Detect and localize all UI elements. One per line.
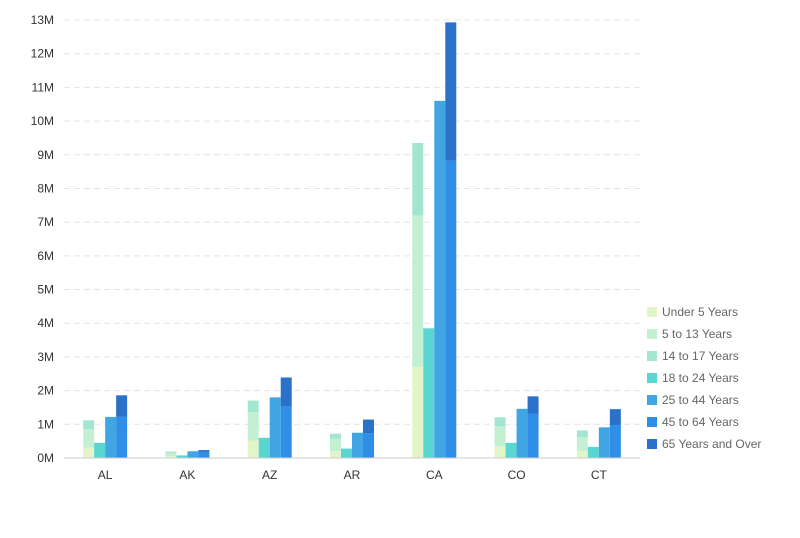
bar-ca-45-to-64-years[interactable] (445, 160, 457, 458)
bar-ct-25-to-44-years[interactable] (598, 427, 610, 458)
y-tick-label: 2M (37, 384, 54, 398)
legend-label: 65 Years and Over (662, 437, 761, 451)
bar-al-45-to-64-years[interactable] (116, 416, 128, 458)
legend-item[interactable]: Under 5 Years (647, 305, 738, 319)
bar-co-18-to-24-years[interactable] (505, 442, 517, 458)
bar-ct-14-to-17-years[interactable] (576, 430, 588, 438)
y-tick-label: 13M (31, 13, 54, 27)
bar-ar-25-to-44-years[interactable] (352, 432, 363, 458)
bar-ar-under-5-years[interactable] (330, 451, 341, 458)
bar-al-5-to-13-years[interactable] (83, 429, 95, 448)
bar-ca-5-to-13-years[interactable] (412, 215, 424, 368)
x-tick-label: AK (179, 468, 195, 482)
bar-az-5-to-13-years[interactable] (247, 412, 259, 441)
y-tick-label: 1M (37, 417, 54, 431)
bar-co-25-to-44-years[interactable] (516, 408, 528, 458)
legend-swatch (647, 329, 657, 339)
legend-label: 45 to 64 Years (662, 415, 739, 429)
legend-item[interactable]: 45 to 64 Years (647, 415, 739, 429)
bar-al-14-to-17-years[interactable] (83, 420, 95, 430)
bar-ct-45-to-64-years[interactable] (609, 424, 621, 458)
bar-ct-65-years-and-over[interactable] (609, 409, 621, 425)
bar-ct-5-to-13-years[interactable] (576, 437, 588, 451)
legend-swatch (647, 307, 657, 317)
legend-item[interactable]: 65 Years and Over (647, 437, 761, 451)
bar-ar-14-to-17-years[interactable] (330, 433, 341, 439)
bar-ct-under-5-years[interactable] (576, 450, 588, 458)
y-axis-ticks: 0M 1M 2M 3M 4M 5M 6M 7M 8M 9M 10M 11M 12M 13M (31, 13, 54, 465)
y-tick-label: 7M (37, 215, 54, 229)
x-tick-label: AR (344, 468, 361, 482)
y-tick-label: 6M (37, 249, 54, 263)
y-tick-label: 11M (32, 80, 54, 94)
y-tick-label: 12M (31, 47, 54, 61)
bar-ak-under-5-years[interactable] (165, 456, 177, 458)
bar-al-18-to-24-years[interactable] (94, 442, 106, 458)
bar-co-under-5-years[interactable] (494, 446, 506, 458)
bar-co-5-to-13-years[interactable] (494, 426, 506, 447)
legend-label: Under 5 Years (662, 305, 738, 319)
bar-ca-65-years-and-over[interactable] (445, 22, 457, 161)
bar-ar-18-to-24-years[interactable] (341, 448, 352, 458)
legend[interactable]: Under 5 Years 5 to 13 Years 14 to 17 Years… (647, 305, 761, 451)
bar-ak-18-to-24-years[interactable] (176, 455, 188, 458)
y-tick-label: 0M (37, 451, 54, 465)
y-tick-label: 4M (37, 316, 54, 330)
bar-ca-14-to-17-years[interactable] (412, 142, 424, 216)
bar-az-45-to-64-years[interactable] (280, 406, 292, 458)
legend-item[interactable]: 25 to 44 Years (647, 393, 739, 407)
legend-label: 25 to 44 Years (662, 393, 739, 407)
y-tick-label: 8M (37, 181, 54, 195)
legend-swatch (647, 373, 657, 383)
bar-al-25-to-44-years[interactable] (105, 416, 117, 458)
bar-co-45-to-64-years[interactable] (527, 413, 539, 458)
bar-co-14-to-17-years[interactable] (494, 417, 506, 427)
y-tick-label: 5M (37, 283, 54, 297)
bar-co-65-years-and-over[interactable] (527, 396, 539, 414)
bar-ca-18-to-24-years[interactable] (423, 328, 435, 458)
bar-ar-45-to-64-years[interactable] (363, 433, 374, 458)
x-tick-label: CO (508, 468, 526, 482)
bars (83, 22, 621, 458)
legend-item[interactable]: 5 to 13 Years (647, 327, 732, 341)
bar-ca-under-5-years[interactable] (412, 367, 424, 458)
legend-swatch (647, 395, 657, 405)
y-tick-label: 10M (31, 114, 54, 128)
bar-al-65-years-and-over[interactable] (116, 395, 128, 417)
bar-az-25-to-44-years[interactable] (269, 397, 281, 458)
bar-ak-14-to-17-years[interactable] (165, 451, 177, 453)
bar-az-18-to-24-years[interactable] (258, 437, 270, 458)
legend-item[interactable]: 18 to 24 Years (647, 371, 739, 385)
bar-az-65-years-and-over[interactable] (280, 377, 292, 407)
x-tick-label: AZ (262, 468, 277, 482)
legend-item[interactable]: 14 to 17 Years (647, 349, 739, 363)
bar-ak-25-to-44-years[interactable] (187, 451, 199, 458)
bar-az-under-5-years[interactable] (247, 440, 259, 458)
legend-label: 5 to 13 Years (662, 327, 732, 341)
bar-ar-65-years-and-over[interactable] (363, 419, 374, 434)
legend-swatch (647, 351, 657, 361)
grid (64, 19, 640, 425)
y-tick-label: 3M (37, 350, 54, 364)
bar-ca-25-to-44-years[interactable] (434, 100, 446, 458)
legend-label: 18 to 24 Years (662, 371, 739, 385)
bar-ak-5-to-13-years[interactable] (165, 452, 177, 457)
bar-ak-65-years-and-over[interactable] (198, 450, 210, 452)
bar-ar-5-to-13-years[interactable] (330, 438, 341, 452)
x-tick-label: CA (426, 468, 443, 482)
x-tick-label: CT (591, 468, 608, 482)
legend-swatch (647, 417, 657, 427)
x-tick-label: AL (98, 468, 113, 482)
legend-swatch (647, 439, 657, 449)
y-tick-label: 9M (37, 148, 54, 162)
legend-label: 14 to 17 Years (662, 349, 739, 363)
x-axis-ticks: AL AK AZ AR CA CO CT (98, 468, 608, 482)
bar-al-under-5-years[interactable] (83, 447, 95, 458)
bar-ct-18-to-24-years[interactable] (587, 446, 599, 458)
bar-az-14-to-17-years[interactable] (247, 400, 259, 413)
bar-ak-45-to-64-years[interactable] (198, 451, 210, 458)
